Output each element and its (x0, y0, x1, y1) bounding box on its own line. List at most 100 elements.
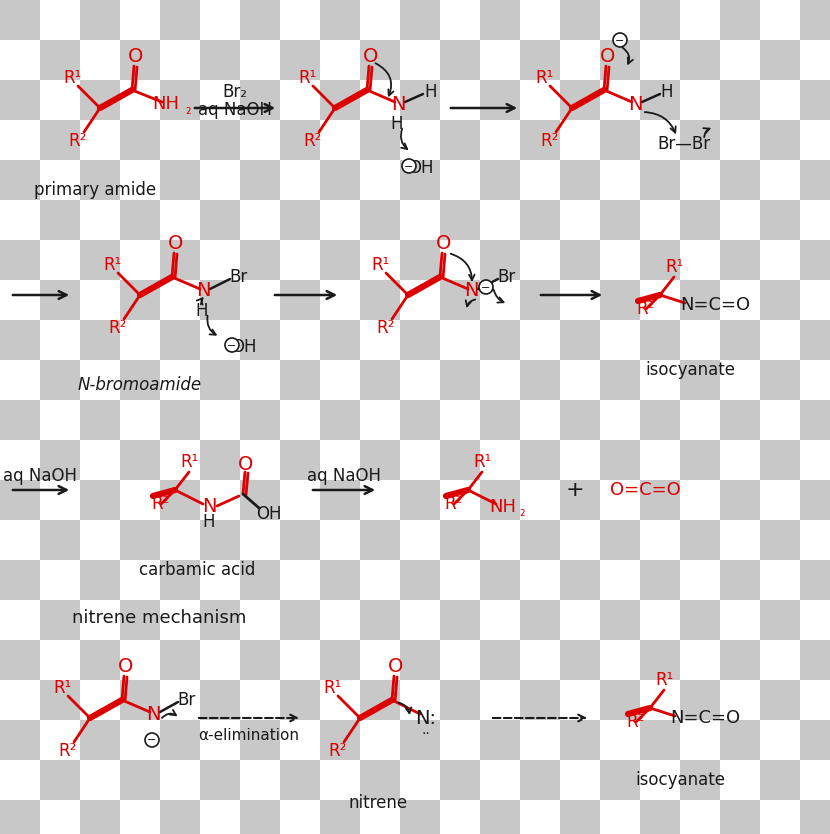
Bar (360, 520, 400, 560)
Bar (80, 360, 120, 400)
Text: R²: R² (637, 300, 655, 318)
Bar (640, 520, 680, 560)
Bar (320, 600, 360, 640)
Bar (280, 320, 320, 360)
Bar (360, 160, 400, 200)
Text: R²: R² (152, 495, 170, 513)
Bar (480, 520, 520, 560)
Bar (240, 720, 280, 760)
Bar (200, 0, 240, 40)
Bar (240, 400, 280, 440)
Bar (520, 40, 560, 80)
Bar (560, 760, 600, 800)
Bar (600, 160, 640, 200)
Bar (360, 320, 400, 360)
Bar (480, 80, 520, 120)
Bar (720, 600, 760, 640)
Bar (720, 400, 760, 440)
Text: R¹: R¹ (323, 679, 341, 697)
Bar (680, 320, 720, 360)
Bar (600, 760, 640, 800)
Bar (120, 0, 160, 40)
Bar (360, 0, 400, 40)
Bar (40, 480, 80, 520)
Bar (320, 360, 360, 400)
Bar (80, 640, 120, 680)
Text: α-elimination: α-elimination (198, 729, 300, 743)
Text: R¹: R¹ (298, 69, 316, 87)
Text: H: H (196, 302, 208, 320)
Bar (520, 680, 560, 720)
Bar (400, 480, 440, 520)
Bar (280, 120, 320, 160)
Bar (800, 720, 830, 760)
Bar (560, 680, 600, 720)
Bar (200, 40, 240, 80)
Bar (560, 280, 600, 320)
Bar (120, 520, 160, 560)
Bar (640, 360, 680, 400)
Bar (40, 280, 80, 320)
Text: nitrene: nitrene (349, 794, 408, 812)
Bar (560, 600, 600, 640)
Bar (760, 600, 800, 640)
Bar (440, 560, 480, 600)
Bar (640, 80, 680, 120)
Text: O=C=O: O=C=O (609, 481, 681, 499)
Circle shape (402, 159, 416, 173)
Bar (600, 400, 640, 440)
Bar (800, 40, 830, 80)
Text: −: − (147, 736, 157, 746)
Bar (360, 440, 400, 480)
Bar (800, 160, 830, 200)
Bar (720, 40, 760, 80)
Bar (760, 720, 800, 760)
Text: R²: R² (627, 713, 645, 731)
Text: OH: OH (232, 338, 256, 356)
Bar (760, 240, 800, 280)
Text: R²: R² (109, 319, 127, 337)
Bar (120, 120, 160, 160)
Bar (560, 240, 600, 280)
Bar (400, 240, 440, 280)
Text: N=C=O: N=C=O (670, 709, 740, 727)
Bar (80, 480, 120, 520)
Bar (600, 680, 640, 720)
Bar (440, 80, 480, 120)
Text: N:: N: (416, 709, 437, 727)
Bar (760, 120, 800, 160)
Bar (360, 400, 400, 440)
Text: NH: NH (153, 95, 179, 113)
Bar (560, 200, 600, 240)
Bar (520, 640, 560, 680)
Bar (640, 200, 680, 240)
Bar (800, 80, 830, 120)
Text: −: − (481, 283, 491, 293)
Bar (800, 480, 830, 520)
Bar (720, 760, 760, 800)
Bar (720, 120, 760, 160)
Bar (520, 520, 560, 560)
Bar (160, 640, 200, 680)
Bar (560, 400, 600, 440)
Text: Br₂: Br₂ (222, 83, 247, 101)
Bar (440, 40, 480, 80)
Bar (400, 640, 440, 680)
Bar (0, 280, 40, 320)
Bar (200, 480, 240, 520)
Bar (400, 0, 440, 40)
Bar (320, 640, 360, 680)
Bar (480, 200, 520, 240)
Bar (160, 360, 200, 400)
Bar (760, 640, 800, 680)
Bar (120, 800, 160, 834)
Text: Br—Br: Br—Br (657, 135, 710, 153)
Bar (280, 520, 320, 560)
Bar (320, 200, 360, 240)
Bar (240, 240, 280, 280)
Bar (560, 0, 600, 40)
Bar (40, 400, 80, 440)
Bar (280, 40, 320, 80)
Text: aq NaOH: aq NaOH (307, 467, 381, 485)
Text: −: − (615, 36, 625, 46)
